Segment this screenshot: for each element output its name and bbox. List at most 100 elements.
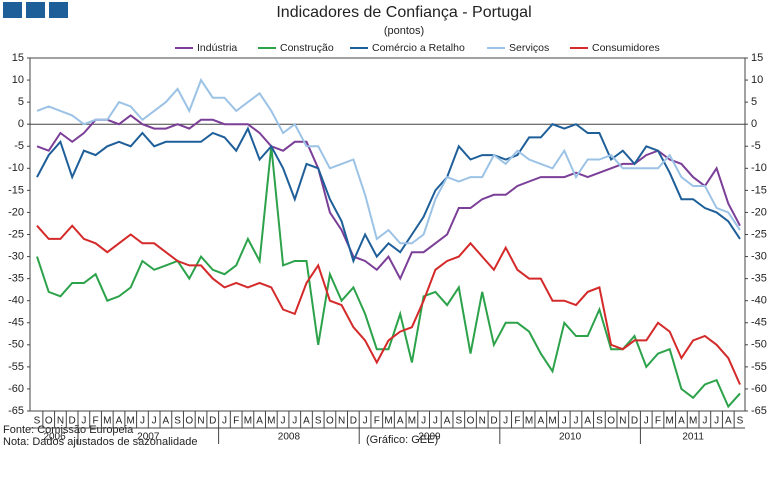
x-tick-label: A <box>725 416 732 427</box>
x-tick-label: A <box>116 416 123 427</box>
y-tick-label: -40 <box>8 295 24 307</box>
x-tick-label: M <box>666 416 674 427</box>
y2-tick-label: -10 <box>751 162 767 174</box>
series-line <box>36 77 741 245</box>
x-tick-label: M <box>127 416 135 427</box>
x-tick-label: A <box>584 416 591 427</box>
x-tick-label: O <box>185 416 193 427</box>
y2-tick-label: -60 <box>751 383 767 395</box>
y-tick-label: 0 <box>18 118 24 130</box>
credit: (Gráfico: GEE) <box>366 434 438 446</box>
x-tick-label: O <box>467 416 475 427</box>
x-tick-label: A <box>537 416 544 427</box>
x-tick-label: F <box>233 416 239 427</box>
year-label: 2006 <box>43 432 66 443</box>
x-tick-label: J <box>222 416 227 427</box>
legend-label: Comércio a Retalho <box>372 42 465 54</box>
x-tick-label: S <box>34 416 41 427</box>
x-tick-label: N <box>479 416 486 427</box>
logo-square <box>26 2 45 18</box>
x-tick-label: J <box>573 416 578 427</box>
logo-square <box>49 2 68 18</box>
year-label: 2008 <box>278 432 301 443</box>
legend-label: Indústria <box>197 42 237 54</box>
x-tick-label: S <box>315 416 322 427</box>
y2-tick-label: -40 <box>751 295 767 307</box>
y2-tick-label: -5 <box>751 140 761 152</box>
x-tick-label: J <box>421 416 426 427</box>
x-tick-label: D <box>69 416 76 427</box>
x-tick-label: M <box>267 416 275 427</box>
x-tick-label: S <box>596 416 603 427</box>
series-line <box>36 114 741 281</box>
chart-subtitle: (pontos) <box>384 25 424 37</box>
legend-label: Serviços <box>509 42 549 54</box>
y-tick-label: 10 <box>12 74 24 86</box>
logo-square <box>3 2 22 18</box>
chart-title: Indicadores de Confiança - Portugal <box>276 4 531 21</box>
x-tick-label: A <box>256 416 263 427</box>
x-tick-label: J <box>152 416 157 427</box>
x-tick-label: N <box>338 416 345 427</box>
x-tick-label: M <box>103 416 111 427</box>
y-tick-label: -20 <box>8 206 24 218</box>
y-tick-label: -10 <box>8 162 24 174</box>
x-tick-label: M <box>244 416 252 427</box>
plot-frame <box>29 57 746 412</box>
x-tick-label: J <box>562 416 567 427</box>
x-tick-label: N <box>619 416 626 427</box>
y2-tick-label: 0 <box>751 118 757 130</box>
y2-tick-label: -20 <box>751 206 767 218</box>
y2-tick-label: -30 <box>751 250 767 262</box>
y-tick-label: -15 <box>8 184 24 196</box>
x-tick-label: D <box>490 416 497 427</box>
x-tick-label: A <box>163 416 170 427</box>
y2-tick-label: -25 <box>751 228 767 240</box>
x-tick-label: J <box>433 416 438 427</box>
x-tick-label: J <box>81 416 86 427</box>
y-tick-label: 15 <box>12 52 24 64</box>
year-label: 2010 <box>559 432 582 443</box>
y2-tick-label: -50 <box>751 339 767 351</box>
year-label: 2009 <box>418 432 441 443</box>
x-tick-label: S <box>174 416 181 427</box>
x-tick-label: F <box>514 416 520 427</box>
y2-tick-label: 5 <box>751 96 757 108</box>
y2-tick-label: 15 <box>751 52 763 64</box>
y-tick-label: -30 <box>8 250 24 262</box>
x-tick-label: A <box>678 416 685 427</box>
y2-tick-label: -45 <box>751 317 767 329</box>
y2-tick-label: 10 <box>751 74 763 86</box>
x-tick-label: J <box>292 416 297 427</box>
x-tick-label: A <box>444 416 451 427</box>
x-tick-label: D <box>350 416 357 427</box>
y-tick-label: -25 <box>8 228 24 240</box>
y2-tick-label: -55 <box>751 361 767 373</box>
x-tick-label: A <box>397 416 404 427</box>
series-line <box>36 123 741 264</box>
y-tick-label: -35 <box>8 273 24 285</box>
series-line <box>36 146 741 409</box>
x-tick-label: D <box>209 416 216 427</box>
x-tick-label: F <box>93 416 99 427</box>
y2-tick-label: -65 <box>751 405 767 417</box>
x-tick-label: J <box>644 416 649 427</box>
x-tick-label: J <box>503 416 508 427</box>
x-tick-label: D <box>631 416 638 427</box>
x-tick-label: J <box>363 416 368 427</box>
x-tick-label: S <box>737 416 744 427</box>
x-tick-label: S <box>455 416 462 427</box>
x-tick-label: F <box>374 416 380 427</box>
y-tick-label: 5 <box>18 96 24 108</box>
x-tick-label: J <box>714 416 719 427</box>
x-tick-label: J <box>702 416 707 427</box>
year-label: 2011 <box>682 432 704 443</box>
x-tick-label: O <box>45 416 53 427</box>
x-tick-label: M <box>384 416 392 427</box>
x-tick-label: M <box>548 416 556 427</box>
x-tick-label: M <box>525 416 533 427</box>
y-tick-label: -65 <box>8 405 24 417</box>
legend-label: Construção <box>280 42 334 54</box>
x-tick-label: O <box>326 416 334 427</box>
